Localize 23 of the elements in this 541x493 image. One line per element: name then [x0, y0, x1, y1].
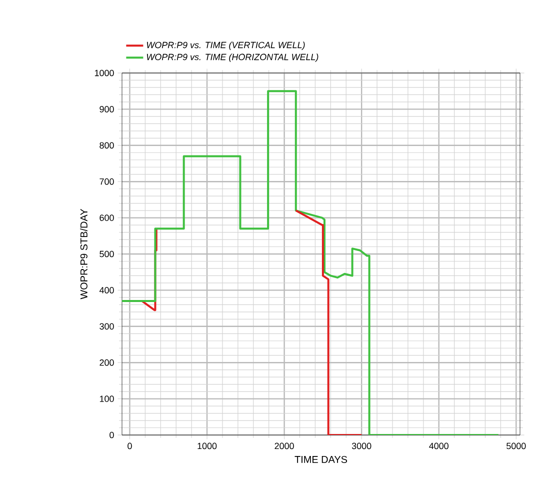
- y-tick-label: 500: [100, 250, 114, 258]
- y-tick-label: 600: [100, 214, 114, 221]
- y-tick-label: 1000: [94, 70, 114, 76]
- y-tick-label: 700: [100, 178, 114, 185]
- legend-label: WOPR:P9 vs. TIME (HORIZONTAL WELL): [146, 54, 318, 62]
- x-axis-title: TIME DAYS: [294, 456, 348, 464]
- x-tick-label: 1000: [198, 442, 217, 450]
- x-tick-label: 5000: [506, 442, 526, 450]
- y-tick-label: 800: [100, 142, 114, 149]
- y-tick-label: 900: [100, 106, 114, 112]
- line-series: [294, 210, 363, 435]
- legend-label: WOPR:P9 vs. TIME (VERTICAL WELL): [146, 42, 305, 50]
- x-tick-label: 4000: [429, 442, 448, 450]
- y-tick-label: 400: [99, 287, 114, 294]
- y-tick-label: 200: [100, 359, 114, 366]
- y-tick-label: 100: [100, 396, 114, 402]
- x-tick-label: 3000: [352, 442, 372, 450]
- y-tick-label: 300: [100, 323, 114, 330]
- line-series: [122, 90, 500, 435]
- y-tick-label: 0: [110, 432, 114, 438]
- x-tick-label: 2000: [274, 442, 294, 450]
- y-axis-title: WOPR:P9 STB/DAY: [80, 208, 88, 300]
- x-tick-label: 0: [128, 442, 132, 450]
